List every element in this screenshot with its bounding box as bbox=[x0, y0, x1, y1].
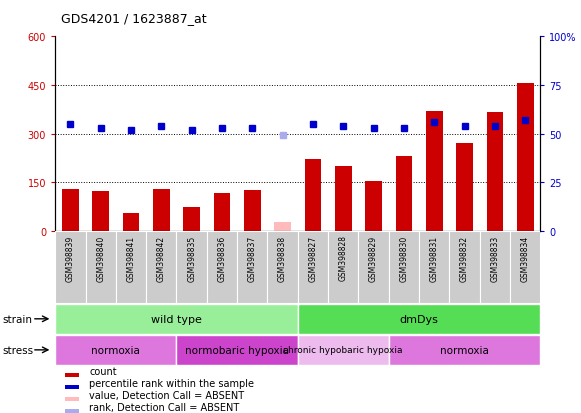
Text: normoxia: normoxia bbox=[91, 345, 140, 355]
Bar bbox=[426, 112, 443, 231]
FancyBboxPatch shape bbox=[55, 335, 177, 365]
FancyBboxPatch shape bbox=[237, 231, 267, 304]
Text: percentile rank within the sample: percentile rank within the sample bbox=[89, 378, 254, 388]
FancyBboxPatch shape bbox=[146, 231, 177, 304]
Bar bbox=[183, 207, 200, 231]
Text: GSM398839: GSM398839 bbox=[66, 235, 75, 281]
FancyBboxPatch shape bbox=[55, 231, 85, 304]
Bar bbox=[214, 193, 230, 231]
Text: stress: stress bbox=[3, 345, 34, 355]
Text: normoxia: normoxia bbox=[440, 345, 489, 355]
FancyBboxPatch shape bbox=[207, 231, 237, 304]
FancyBboxPatch shape bbox=[177, 335, 297, 365]
Bar bbox=[396, 157, 413, 231]
FancyBboxPatch shape bbox=[510, 231, 540, 304]
Text: count: count bbox=[89, 366, 117, 376]
Bar bbox=[456, 144, 473, 231]
Text: dmDys: dmDys bbox=[400, 314, 439, 324]
Text: GSM398838: GSM398838 bbox=[278, 235, 287, 281]
Bar bbox=[274, 222, 291, 231]
Bar bbox=[123, 214, 139, 231]
Text: GSM398840: GSM398840 bbox=[96, 235, 105, 281]
Text: normobaric hypoxia: normobaric hypoxia bbox=[185, 345, 289, 355]
FancyBboxPatch shape bbox=[389, 231, 419, 304]
FancyBboxPatch shape bbox=[358, 231, 389, 304]
Text: GSM398829: GSM398829 bbox=[369, 235, 378, 281]
Bar bbox=[365, 181, 382, 231]
Bar bbox=[65, 397, 80, 401]
Bar bbox=[65, 408, 80, 413]
Text: GSM398828: GSM398828 bbox=[339, 235, 348, 281]
Bar bbox=[304, 160, 321, 231]
Text: chronic hypobaric hypoxia: chronic hypobaric hypoxia bbox=[284, 346, 403, 354]
Bar bbox=[486, 113, 503, 231]
Text: GSM398837: GSM398837 bbox=[248, 235, 257, 281]
FancyBboxPatch shape bbox=[85, 231, 116, 304]
Bar bbox=[65, 385, 80, 389]
FancyBboxPatch shape bbox=[297, 335, 389, 365]
Text: wild type: wild type bbox=[151, 314, 202, 324]
FancyBboxPatch shape bbox=[419, 231, 449, 304]
FancyBboxPatch shape bbox=[480, 231, 510, 304]
Bar bbox=[335, 166, 352, 231]
FancyBboxPatch shape bbox=[297, 304, 540, 334]
Text: GDS4201 / 1623887_at: GDS4201 / 1623887_at bbox=[61, 12, 207, 25]
FancyBboxPatch shape bbox=[267, 231, 297, 304]
Text: GSM398827: GSM398827 bbox=[309, 235, 317, 281]
Text: GSM398841: GSM398841 bbox=[127, 235, 135, 281]
Text: GSM398831: GSM398831 bbox=[430, 235, 439, 281]
Text: strain: strain bbox=[3, 314, 33, 324]
FancyBboxPatch shape bbox=[177, 231, 207, 304]
Text: GSM398830: GSM398830 bbox=[399, 235, 408, 281]
Text: GSM398835: GSM398835 bbox=[187, 235, 196, 281]
Text: GSM398834: GSM398834 bbox=[521, 235, 530, 281]
FancyBboxPatch shape bbox=[328, 231, 358, 304]
Text: GSM398836: GSM398836 bbox=[217, 235, 227, 281]
Bar bbox=[92, 192, 109, 231]
Bar bbox=[65, 373, 80, 377]
Text: GSM398832: GSM398832 bbox=[460, 235, 469, 281]
FancyBboxPatch shape bbox=[449, 231, 480, 304]
FancyBboxPatch shape bbox=[55, 304, 297, 334]
Text: value, Detection Call = ABSENT: value, Detection Call = ABSENT bbox=[89, 390, 244, 400]
Text: GSM398842: GSM398842 bbox=[157, 235, 166, 281]
Text: GSM398833: GSM398833 bbox=[490, 235, 499, 281]
FancyBboxPatch shape bbox=[389, 335, 540, 365]
Text: rank, Detection Call = ABSENT: rank, Detection Call = ABSENT bbox=[89, 402, 239, 412]
FancyBboxPatch shape bbox=[116, 231, 146, 304]
Bar bbox=[62, 189, 78, 231]
Bar bbox=[244, 191, 261, 231]
Bar bbox=[517, 84, 533, 231]
Bar bbox=[153, 190, 170, 231]
FancyBboxPatch shape bbox=[297, 231, 328, 304]
